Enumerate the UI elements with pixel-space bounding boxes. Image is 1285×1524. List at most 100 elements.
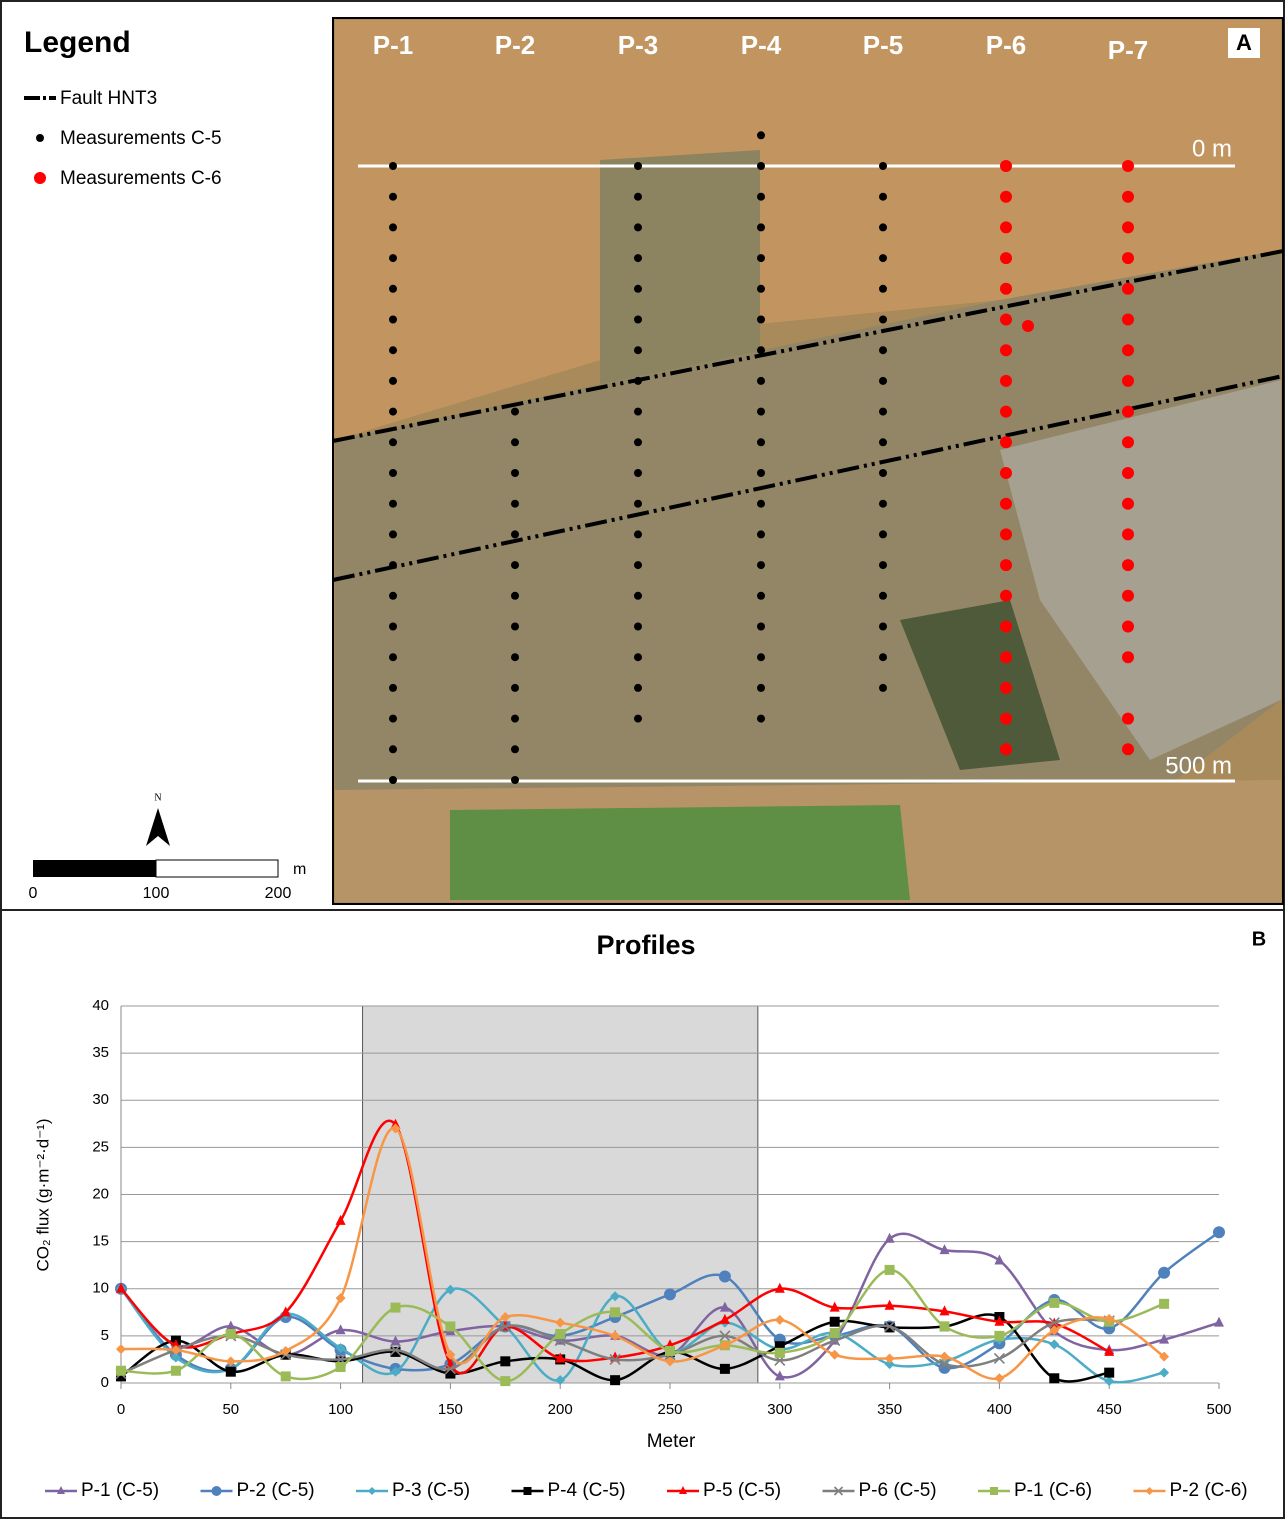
c6-point — [1122, 252, 1134, 264]
legend-label: P-5 (C-5) — [703, 1480, 781, 1501]
c5-point — [389, 193, 397, 201]
c5-point — [511, 653, 519, 661]
c5-point — [634, 316, 642, 324]
point — [212, 1486, 222, 1496]
scale-label: 100 — [143, 885, 170, 902]
x-tick-label: 400 — [987, 1401, 1012, 1418]
c5-point — [511, 592, 519, 600]
c5-point — [757, 223, 765, 231]
x-tick-label: 500 — [1206, 1401, 1231, 1418]
c5-point — [757, 500, 765, 508]
point — [1159, 1299, 1169, 1309]
point — [994, 1331, 1004, 1341]
c5-point — [757, 715, 765, 723]
profile-label: P-6 — [986, 30, 1026, 60]
point — [336, 1362, 346, 1372]
scale-bar-black — [33, 860, 156, 877]
figure: A 0 m 500 m Legend Fault HNT3 Measuremen… — [0, 0, 1285, 1519]
point — [391, 1303, 401, 1313]
point — [226, 1329, 236, 1339]
c5-point — [879, 653, 887, 661]
c6-point — [1000, 283, 1012, 295]
c5-point — [634, 162, 642, 170]
c5-point — [634, 193, 642, 201]
panel-label: A — [1236, 30, 1252, 55]
c5-point — [634, 438, 642, 446]
c6-point — [1000, 713, 1012, 725]
c5-point — [879, 377, 887, 385]
c6-point — [1000, 436, 1012, 448]
point — [990, 1487, 998, 1495]
profile-label: P-7 — [1108, 35, 1148, 65]
c5-point — [389, 623, 397, 631]
c6-point — [1000, 191, 1012, 203]
c5-point — [757, 561, 765, 569]
c6-point — [1000, 682, 1012, 694]
c6-point — [1122, 743, 1134, 755]
c6-point — [1122, 713, 1134, 725]
c6-point — [1000, 160, 1012, 172]
c5-point — [511, 408, 519, 416]
point — [610, 1375, 620, 1385]
end-label: 500 m — [1165, 752, 1232, 779]
c5-point — [389, 469, 397, 477]
x-tick-label: 100 — [328, 1401, 353, 1418]
c5-point — [389, 285, 397, 293]
legend-item: Measurements C-5 — [60, 128, 222, 149]
profile-label: P-4 — [741, 30, 782, 60]
c5-point — [879, 193, 887, 201]
c5-point — [634, 500, 642, 508]
x-tick-label: 200 — [548, 1401, 573, 1418]
point — [719, 1270, 731, 1282]
c5-point — [511, 776, 519, 784]
c5-point — [389, 254, 397, 262]
point — [226, 1367, 236, 1377]
c5-point — [389, 223, 397, 231]
c5-point — [389, 561, 397, 569]
scale-label: 200 — [265, 885, 292, 902]
c6-point — [1122, 221, 1134, 233]
c6-point — [1122, 436, 1134, 448]
scale-label: 0 — [29, 885, 38, 902]
c5-point — [879, 162, 887, 170]
point — [775, 1348, 785, 1358]
y-tick-label: 15 — [92, 1233, 109, 1250]
point — [940, 1321, 950, 1331]
point — [500, 1376, 510, 1386]
y-tick-label: 25 — [92, 1138, 109, 1155]
c5-point — [634, 653, 642, 661]
c5-point — [634, 715, 642, 723]
c5-point — [511, 438, 519, 446]
c5-point — [757, 285, 765, 293]
c5-point — [634, 684, 642, 692]
c6-point — [1000, 221, 1012, 233]
c5-point — [879, 346, 887, 354]
c6-point — [1000, 314, 1012, 326]
c5-point — [757, 346, 765, 354]
c5-point — [511, 745, 519, 753]
c5-point — [389, 346, 397, 354]
y-tick-label: 0 — [101, 1374, 109, 1391]
c5-point — [879, 285, 887, 293]
c6-point — [1122, 498, 1134, 510]
c6-point — [1122, 467, 1134, 479]
c5-point — [634, 561, 642, 569]
c5-point — [757, 653, 765, 661]
point — [1158, 1267, 1170, 1279]
c5-point — [757, 530, 765, 538]
c5-point — [879, 469, 887, 477]
point — [445, 1321, 455, 1331]
c5-point — [389, 408, 397, 416]
c6-point — [1122, 283, 1134, 295]
c5-point — [634, 254, 642, 262]
c5-point — [634, 408, 642, 416]
point — [555, 1329, 565, 1339]
scale-unit: m — [293, 861, 306, 878]
c5-point — [634, 285, 642, 293]
c6-point — [1000, 559, 1012, 571]
c6-point — [1000, 252, 1012, 264]
panel-label: B — [1252, 928, 1266, 950]
scale-bar-white — [156, 860, 278, 877]
c5-point — [879, 254, 887, 262]
north-label: N — [154, 792, 161, 803]
